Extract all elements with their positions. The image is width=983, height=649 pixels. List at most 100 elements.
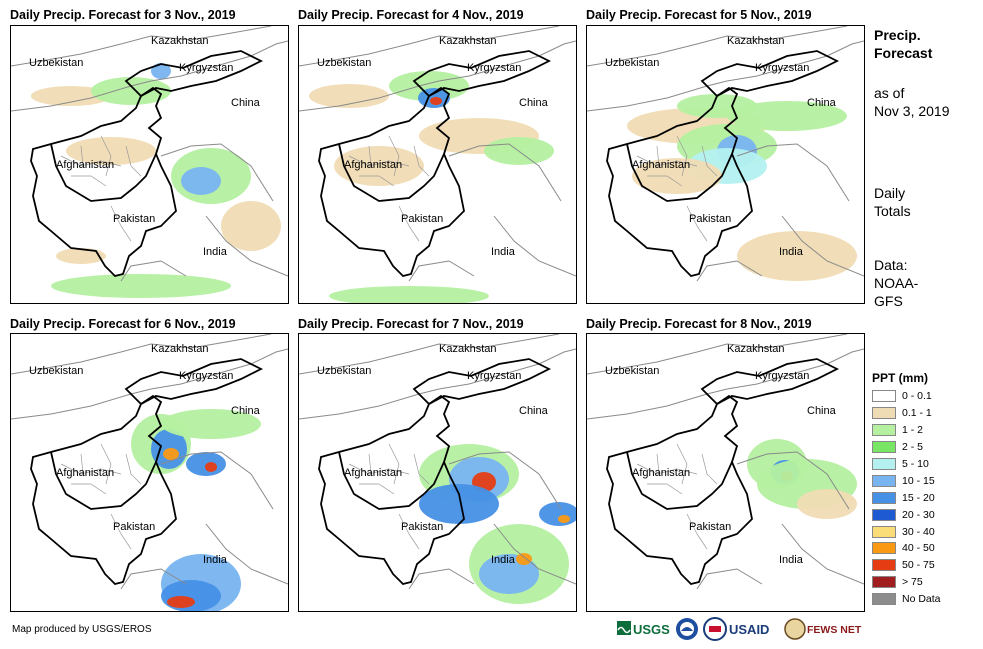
map-svg: Kazakhstan Uzbekistan Kyrgyzstan China Afgha… — [11, 334, 288, 611]
legend-label: 2 - 5 — [902, 441, 924, 454]
legend-item: 0.1 - 1 — [872, 405, 941, 422]
side-asof: as of Nov 3, 2019 — [874, 85, 950, 119]
province-border — [80, 453, 84, 475]
legend: 0 - 0.1 0.1 - 1 1 - 2 2 - 5 5 - 10 10 - 15 15 … — [872, 388, 941, 608]
map-panel-4: Kazakhstan Uzbekistan Kyrgyzstan China Afgha… — [10, 333, 289, 612]
precip-area — [558, 515, 570, 523]
panel-title-3: Daily Precip. Forecast for 5 Nov., 2019 — [586, 8, 812, 22]
legend-swatch — [872, 424, 896, 437]
province-border — [100, 443, 112, 485]
map-svg: Kazakhstan Uzbekistan Kyrgyzstan China Afgha… — [299, 26, 576, 303]
country-border — [493, 215, 576, 277]
province-border — [348, 463, 410, 475]
province-border — [656, 145, 660, 167]
focus-country-border — [338, 143, 445, 202]
country-border — [160, 143, 274, 202]
country-border — [11, 80, 152, 112]
legend-swatch — [872, 390, 896, 403]
map-panel-6: Kazakhstan Uzbekistan Kyrgyzstan China Afgha… — [586, 333, 865, 612]
province-border — [110, 513, 132, 550]
map-svg: Kazakhstan Uzbekistan Kyrgyzstan China Afgha… — [299, 334, 576, 604]
country-border — [736, 451, 850, 510]
legend-item: 20 - 30 — [872, 506, 941, 523]
panel-title-1: Daily Precip. Forecast for 3 Nov., 2019 — [10, 8, 236, 22]
precip-area — [161, 409, 261, 439]
legend-item: 0 - 0.1 — [872, 388, 941, 405]
focus-country-border — [700, 50, 840, 98]
legend-label: 40 - 50 — [902, 542, 935, 555]
country-label-kazakhstan: Kazakhstan — [151, 343, 208, 355]
country-border — [781, 523, 864, 585]
country-border — [120, 568, 187, 590]
precip-area — [51, 274, 231, 298]
country-border — [408, 260, 475, 282]
province-border — [100, 135, 112, 177]
province-border — [676, 135, 688, 177]
focus-country-border — [606, 394, 753, 585]
province-border — [398, 513, 420, 550]
usgs-logo: USGS — [617, 621, 670, 637]
legend-label: 0.1 - 1 — [902, 407, 932, 420]
legend-item: 1 - 2 — [872, 422, 941, 439]
focus-country-border — [50, 143, 157, 202]
legend-label: 20 - 30 — [902, 508, 935, 521]
legend-item: 30 - 40 — [872, 523, 941, 540]
country-border — [11, 388, 152, 420]
focus-country-border — [30, 394, 177, 585]
province-border — [686, 205, 708, 242]
panel-title-4: Daily Precip. Forecast for 6 Nov., 2019 — [10, 317, 236, 331]
country-border — [726, 40, 864, 82]
province-border — [413, 145, 430, 177]
precip-area — [181, 167, 221, 195]
country-label-china: China — [519, 97, 549, 109]
focus-country-border — [30, 86, 177, 277]
country-label-china: China — [231, 405, 261, 417]
province-border — [636, 155, 698, 167]
precip-area — [419, 484, 499, 524]
country-border — [408, 568, 475, 590]
country-label-india: India — [203, 554, 228, 566]
country-label-afghanistan: Afghanistan — [632, 159, 690, 171]
country-label-india: India — [491, 246, 516, 258]
province-border — [348, 155, 410, 167]
country-border — [438, 348, 576, 390]
svg-text:FEWS NET: FEWS NET — [807, 624, 862, 636]
legend-swatch — [872, 542, 896, 555]
precip-area — [797, 489, 857, 519]
province-border — [368, 145, 372, 167]
legend-item: 15 - 20 — [872, 489, 941, 506]
focus-country-border — [626, 451, 733, 510]
legend-swatch — [872, 576, 896, 589]
country-label-kyrgyzstan: Kyrgyzstan — [755, 62, 809, 74]
legend-label: 10 - 15 — [902, 474, 935, 487]
country-label-pakistan: Pakistan — [113, 521, 155, 533]
province-border — [71, 175, 107, 187]
precip-area — [632, 158, 722, 194]
country-label-uzbekistan: Uzbekistan — [29, 57, 83, 69]
country-border — [120, 260, 187, 282]
country-label-kazakhstan: Kazakhstan — [151, 35, 208, 47]
province-border — [125, 145, 142, 177]
province-border — [701, 453, 718, 485]
country-label-afghanistan: Afghanistan — [632, 467, 690, 479]
country-label-uzbekistan: Uzbekistan — [317, 365, 371, 377]
province-border — [701, 145, 718, 177]
country-label-pakistan: Pakistan — [401, 521, 443, 533]
country-label-kyrgyzstan: Kyrgyzstan — [179, 370, 233, 382]
precip-area — [677, 94, 757, 118]
country-label-china: China — [807, 405, 837, 417]
side-data-source: Data: NOAA- GFS — [874, 257, 919, 309]
province-border — [686, 513, 708, 550]
country-label-kyrgyzstan: Kyrgyzstan — [755, 370, 809, 382]
legend-label: 5 - 10 — [902, 458, 929, 470]
map-credit: Map produced by USGS/EROS — [12, 624, 152, 635]
province-border — [125, 453, 142, 485]
precip-area — [66, 137, 156, 165]
svg-text:USGS: USGS — [633, 622, 670, 637]
country-border — [150, 348, 288, 390]
province-border — [359, 483, 395, 495]
legend-label: 15 - 20 — [902, 491, 935, 504]
country-label-kyrgyzstan: Kyrgyzstan — [467, 62, 521, 74]
province-border — [60, 155, 122, 167]
country-border — [696, 260, 763, 282]
